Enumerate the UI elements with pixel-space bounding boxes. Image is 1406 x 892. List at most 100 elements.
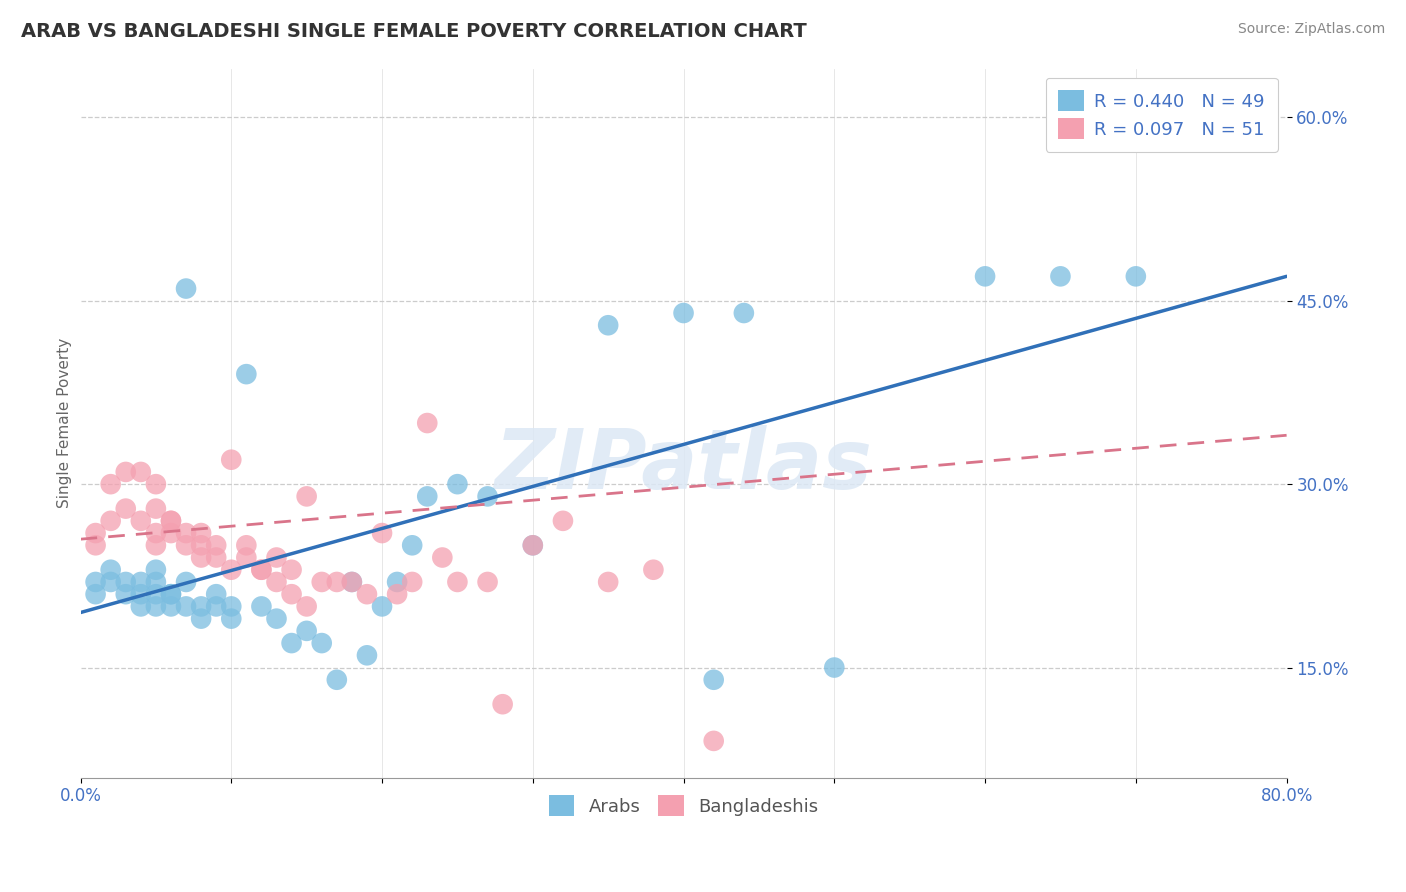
Point <box>477 574 499 589</box>
Point <box>703 734 725 748</box>
Point <box>340 574 363 589</box>
Point <box>733 306 755 320</box>
Point <box>114 587 136 601</box>
Point <box>160 514 183 528</box>
Point <box>371 599 394 614</box>
Point <box>446 574 468 589</box>
Point <box>522 538 544 552</box>
Point <box>551 514 574 528</box>
Point <box>100 574 122 589</box>
Point <box>219 599 242 614</box>
Point <box>84 574 107 589</box>
Point <box>84 538 107 552</box>
Point <box>145 526 167 541</box>
Point <box>205 550 228 565</box>
Point <box>235 367 257 381</box>
Point <box>401 538 423 552</box>
Point <box>205 599 228 614</box>
Point <box>823 660 845 674</box>
Point <box>174 526 197 541</box>
Point <box>311 636 333 650</box>
Point <box>371 526 394 541</box>
Point <box>1125 269 1147 284</box>
Point <box>160 526 183 541</box>
Point <box>174 538 197 552</box>
Point <box>219 452 242 467</box>
Point <box>416 416 439 430</box>
Point <box>266 574 288 589</box>
Point <box>160 599 183 614</box>
Point <box>114 574 136 589</box>
Y-axis label: Single Female Poverty: Single Female Poverty <box>58 338 72 508</box>
Point <box>974 269 997 284</box>
Point <box>129 574 152 589</box>
Point <box>145 538 167 552</box>
Point <box>84 526 107 541</box>
Point <box>250 563 273 577</box>
Point <box>401 574 423 589</box>
Point <box>250 599 273 614</box>
Point <box>219 563 242 577</box>
Point <box>250 563 273 577</box>
Point <box>491 697 513 711</box>
Point <box>356 648 378 663</box>
Point <box>598 574 620 589</box>
Point <box>114 465 136 479</box>
Point <box>129 465 152 479</box>
Point <box>266 550 288 565</box>
Point <box>266 612 288 626</box>
Point <box>100 477 122 491</box>
Point <box>295 489 318 503</box>
Point <box>174 599 197 614</box>
Point <box>446 477 468 491</box>
Point <box>100 514 122 528</box>
Point <box>295 624 318 638</box>
Point <box>385 587 408 601</box>
Point <box>145 599 167 614</box>
Legend: Arabs, Bangladeshis: Arabs, Bangladeshis <box>540 787 827 825</box>
Point <box>340 574 363 589</box>
Text: ARAB VS BANGLADESHI SINGLE FEMALE POVERTY CORRELATION CHART: ARAB VS BANGLADESHI SINGLE FEMALE POVERT… <box>21 22 807 41</box>
Point <box>280 587 302 601</box>
Point <box>145 563 167 577</box>
Text: ZIPatlas: ZIPatlas <box>495 425 873 506</box>
Point <box>160 514 183 528</box>
Point <box>190 538 212 552</box>
Point <box>145 587 167 601</box>
Point <box>295 599 318 614</box>
Point <box>145 574 167 589</box>
Point <box>129 599 152 614</box>
Point <box>385 574 408 589</box>
Point <box>145 501 167 516</box>
Point <box>672 306 695 320</box>
Point <box>235 550 257 565</box>
Point <box>1049 269 1071 284</box>
Point <box>280 636 302 650</box>
Point <box>356 587 378 601</box>
Point <box>205 538 228 552</box>
Point <box>190 612 212 626</box>
Point <box>174 282 197 296</box>
Text: Source: ZipAtlas.com: Source: ZipAtlas.com <box>1237 22 1385 37</box>
Point <box>100 563 122 577</box>
Point <box>235 538 257 552</box>
Point <box>160 587 183 601</box>
Point <box>190 550 212 565</box>
Point <box>174 574 197 589</box>
Point <box>84 587 107 601</box>
Point <box>145 477 167 491</box>
Point <box>160 587 183 601</box>
Point <box>190 599 212 614</box>
Point <box>703 673 725 687</box>
Point <box>477 489 499 503</box>
Point <box>114 501 136 516</box>
Point <box>219 612 242 626</box>
Point <box>326 673 349 687</box>
Point <box>522 538 544 552</box>
Point <box>129 514 152 528</box>
Point <box>129 587 152 601</box>
Point <box>643 563 665 577</box>
Point <box>190 526 212 541</box>
Point <box>280 563 302 577</box>
Point <box>326 574 349 589</box>
